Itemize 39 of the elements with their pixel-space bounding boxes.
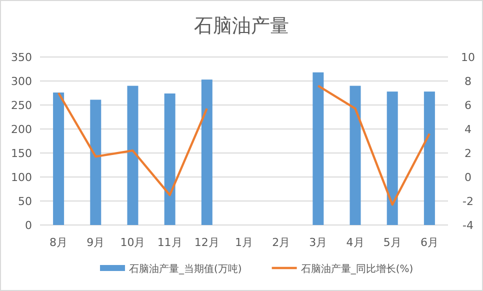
bar <box>201 80 212 225</box>
x-tick-label: 11月 <box>157 236 182 249</box>
bar <box>127 86 138 225</box>
y2-tick-label: -4 <box>462 219 474 232</box>
y-tick-label: 0 <box>25 219 32 232</box>
x-tick-label: 10月 <box>120 236 146 249</box>
y-tick-label: 350 <box>11 51 32 64</box>
x-tick-label: 9月 <box>86 236 105 249</box>
x-tick-label: 3月 <box>309 236 328 249</box>
bar <box>90 100 102 225</box>
chart-title: 石脑油产量 <box>194 15 289 37</box>
y-tick-label: 250 <box>11 99 32 112</box>
y2-tick-label: 4 <box>464 123 472 136</box>
y-tick-label: 300 <box>11 75 32 88</box>
y-tick-label: 200 <box>11 123 32 136</box>
x-tick-label: 12月 <box>194 236 220 249</box>
y-tick-label: 50 <box>18 195 32 208</box>
y2-tick-label: 10 <box>461 51 475 64</box>
x-tick-label: 8月 <box>50 236 68 249</box>
y2-tick-label: 0 <box>464 171 472 184</box>
x-tick-label: 1月 <box>235 236 253 249</box>
bar <box>424 92 435 225</box>
y-tick-label: 150 <box>11 147 32 160</box>
bar <box>164 93 176 225</box>
bar <box>350 86 361 225</box>
y-tick-label: 100 <box>11 171 32 184</box>
x-tick-label: 6月 <box>420 236 438 249</box>
y2-tick-label: 6 <box>464 99 472 112</box>
y2-tick-label: 2 <box>464 147 472 160</box>
bar <box>386 92 398 225</box>
bar <box>53 92 64 225</box>
legend-label: 石脑油产量_当期值(万吨) <box>129 263 242 275</box>
legend-label: 石脑油产量_同比增长(%) <box>300 263 414 275</box>
bar <box>312 72 324 225</box>
x-tick-label: 4月 <box>346 236 364 249</box>
x-tick-label: 2月 <box>272 236 290 249</box>
y2-tick-label: -2 <box>462 195 474 208</box>
x-tick-label: 5月 <box>383 236 402 249</box>
y2-tick-label: 8 <box>464 75 472 88</box>
